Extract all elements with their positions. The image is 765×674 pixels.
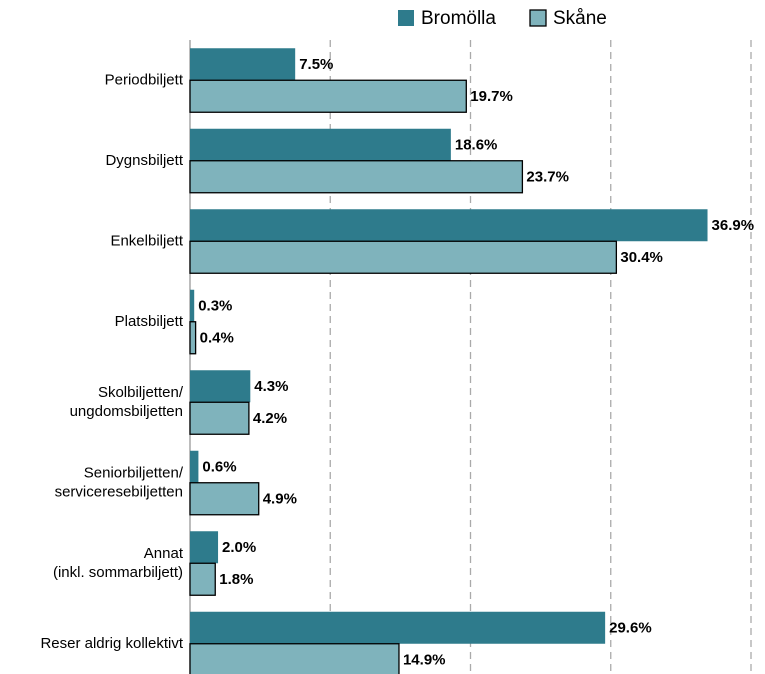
y-tick-label-line: ungdomsbiljetten bbox=[70, 403, 183, 420]
bar bbox=[189, 240, 618, 274]
bar bbox=[190, 531, 219, 564]
bar bbox=[189, 401, 250, 435]
y-tick-label-line: Enkelbiljett bbox=[110, 232, 183, 249]
y-tick-label: Reser aldrig kollektivt bbox=[40, 635, 183, 652]
value-label: 4.3% bbox=[254, 378, 288, 395]
value-label: 23.7% bbox=[526, 169, 569, 186]
value-label: 36.9% bbox=[712, 217, 755, 234]
value-label: 2.0% bbox=[222, 539, 256, 556]
y-tick-label-line: serviceresebiljetten bbox=[55, 483, 183, 500]
bar bbox=[190, 289, 195, 322]
legend-swatch bbox=[529, 9, 547, 27]
value-label: 4.2% bbox=[253, 410, 287, 427]
y-tick-label: Skolbiljetten/ungdomsbiljetten bbox=[70, 384, 184, 420]
bar bbox=[190, 450, 199, 483]
bar bbox=[190, 611, 606, 644]
bar bbox=[189, 643, 400, 674]
y-tick-label: Dygnsbiljett bbox=[105, 152, 183, 169]
y-tick-label-line: Periodbiljett bbox=[105, 71, 184, 88]
y-tick-label: Platsbiljett bbox=[115, 313, 184, 330]
y-tick-label: Annat (inkl. sommarbiljett) bbox=[53, 545, 184, 581]
bar bbox=[189, 321, 197, 355]
bar bbox=[190, 128, 451, 161]
y-tick-label: Enkelbiljett bbox=[110, 232, 183, 249]
y-tick-label-line: Dygnsbiljett bbox=[105, 152, 183, 169]
value-label: 30.4% bbox=[620, 249, 663, 266]
y-tick-label-line: Reser aldrig kollektivt bbox=[40, 635, 183, 652]
y-tick-label: Seniorbiljetten/serviceresebiljetten bbox=[55, 464, 184, 500]
value-label: 0.6% bbox=[202, 459, 236, 476]
bar bbox=[189, 79, 467, 113]
bar bbox=[189, 160, 524, 194]
bar bbox=[190, 209, 708, 242]
bar bbox=[189, 482, 260, 516]
y-tick-label-line: Platsbiljett bbox=[115, 313, 184, 330]
bar bbox=[190, 48, 296, 81]
legend-swatch bbox=[398, 10, 414, 26]
y-tick-label-line: Seniorbiljetten/ bbox=[84, 464, 184, 481]
bar bbox=[189, 562, 216, 596]
legend-label: Skåne bbox=[553, 8, 607, 29]
value-label: 0.4% bbox=[200, 330, 234, 347]
value-label: 18.6% bbox=[455, 137, 498, 154]
legend-label: Bromölla bbox=[421, 8, 496, 29]
y-tick-label-line: Annat bbox=[144, 545, 184, 562]
value-label: 7.5% bbox=[299, 56, 333, 73]
value-label: 0.3% bbox=[198, 298, 232, 315]
bar bbox=[190, 370, 251, 403]
value-label: 1.8% bbox=[219, 571, 253, 588]
y-tick-label-line: (inkl. sommarbiljett) bbox=[53, 564, 183, 581]
y-tick-label-line: Skolbiljetten/ bbox=[98, 384, 184, 401]
value-label: 19.7% bbox=[470, 88, 513, 105]
y-tick-label: Periodbiljett bbox=[105, 71, 184, 88]
value-label: 4.9% bbox=[263, 491, 297, 508]
value-label: 29.6% bbox=[609, 620, 652, 637]
value-label: 14.9% bbox=[403, 652, 446, 669]
